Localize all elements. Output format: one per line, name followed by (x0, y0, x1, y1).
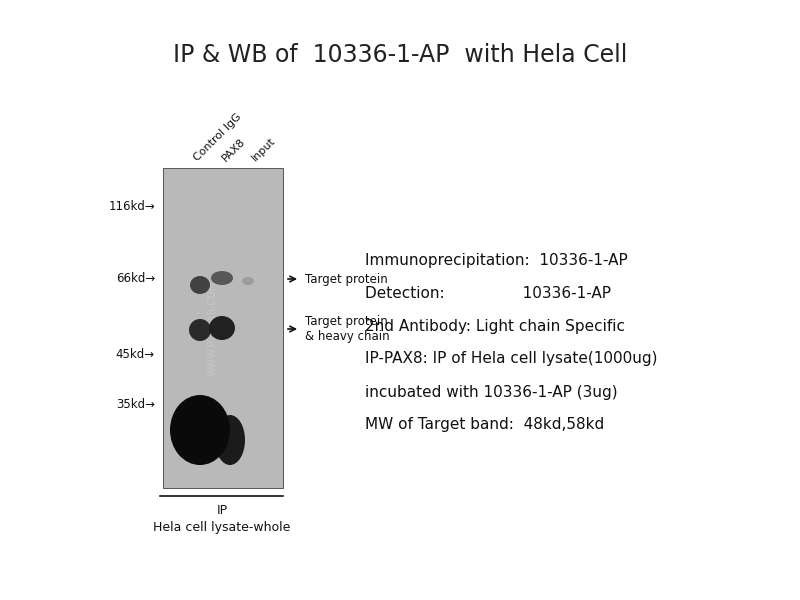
Text: 35kd→: 35kd→ (116, 397, 155, 410)
Text: Hela cell lysate-whole: Hela cell lysate-whole (154, 521, 290, 535)
Text: Immunoprecipitation:  10336-1-AP: Immunoprecipitation: 10336-1-AP (365, 253, 628, 268)
Ellipse shape (209, 316, 235, 340)
Text: 2nd Antibody: Light chain Specific: 2nd Antibody: Light chain Specific (365, 319, 625, 334)
Text: PAX8: PAX8 (220, 136, 247, 163)
Text: incubated with 10336-1-AP (3ug): incubated with 10336-1-AP (3ug) (365, 385, 618, 400)
Text: Input: Input (250, 136, 278, 163)
Ellipse shape (190, 276, 210, 294)
Ellipse shape (170, 395, 230, 465)
Text: Control IgG: Control IgG (192, 112, 243, 163)
Text: Target protein: Target protein (305, 272, 388, 286)
Ellipse shape (211, 271, 233, 285)
Text: WWW.PTGLAB.COM: WWW.PTGLAB.COM (208, 280, 218, 376)
Ellipse shape (189, 319, 211, 341)
Text: 116kd→: 116kd→ (108, 199, 155, 212)
Text: IP: IP (217, 503, 227, 517)
Text: IP & WB of  10336-1-AP  with Hela Cell: IP & WB of 10336-1-AP with Hela Cell (173, 43, 627, 67)
Bar (163, 168, 283, 488)
Ellipse shape (215, 415, 245, 465)
Text: IP-PAX8: IP of Hela cell lysate(1000ug): IP-PAX8: IP of Hela cell lysate(1000ug) (365, 352, 658, 367)
Text: 66kd→: 66kd→ (116, 272, 155, 286)
Text: Target protein
& heavy chain: Target protein & heavy chain (305, 315, 390, 343)
Text: 45kd→: 45kd→ (116, 349, 155, 361)
Text: Detection:                10336-1-AP: Detection: 10336-1-AP (365, 286, 611, 301)
Text: MW of Target band:  48kd,58kd: MW of Target band: 48kd,58kd (365, 418, 604, 433)
Ellipse shape (242, 277, 254, 285)
